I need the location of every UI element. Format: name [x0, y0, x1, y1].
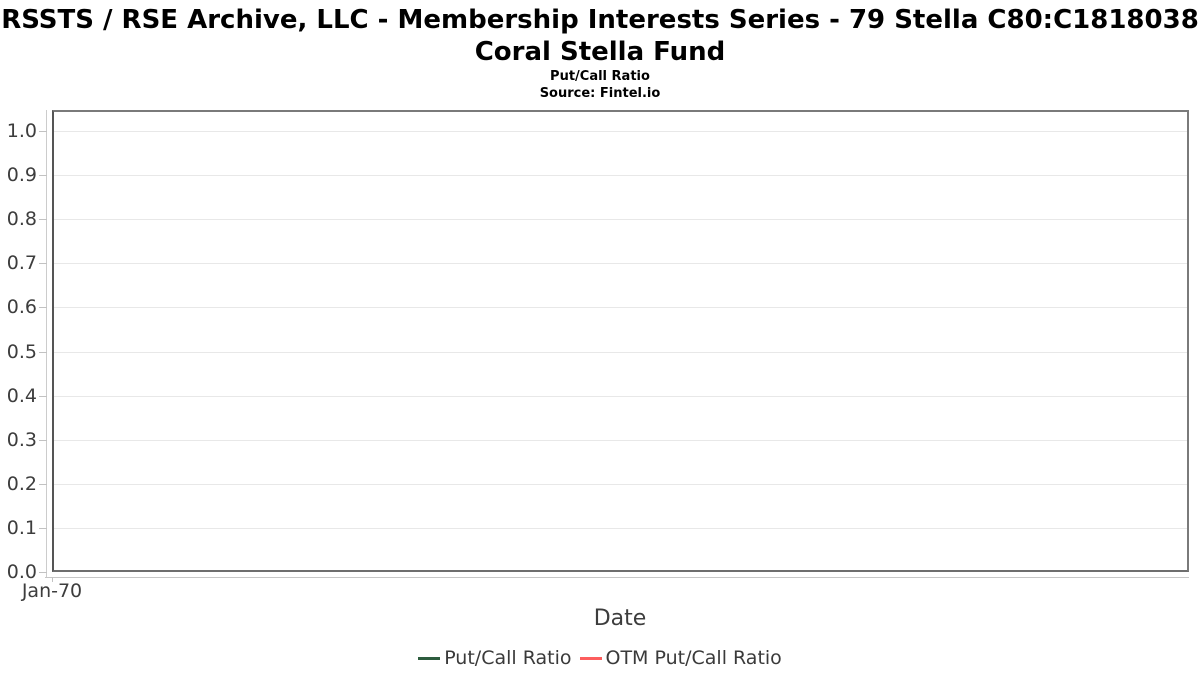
y-tick-mark-0.2	[39, 483, 47, 485]
x-axis-title: Date	[593, 606, 647, 631]
y-tick-label-1.0: 1.0	[6, 120, 37, 142]
y-axis-line	[46, 110, 47, 577]
y-tick-mark-0.0	[39, 572, 47, 573]
y-tick-label-0.9: 0.9	[6, 164, 37, 187]
x-tick-label-Jan-70: Jan-70	[21, 580, 83, 602]
x-tick-mark-Jan-70	[52, 577, 53, 582]
gridline-y-0.4	[54, 395, 1187, 397]
gridline-y-0.2	[54, 483, 1187, 485]
legend-line-marker-put-call-ratio	[418, 656, 441, 660]
chart-title-line1: RSSTS / RSE Archive, LLC - Membership In…	[1, 5, 1199, 35]
y-tick-label-0.1: 0.1	[6, 516, 37, 539]
y-tick-label-0.4: 0.4	[6, 384, 37, 407]
legend-item-put-call-ratio[interactable]: Put/Call Ratio	[418, 647, 572, 669]
y-tick-label-0.5: 0.5	[6, 340, 37, 363]
gridline-y-0.8	[54, 219, 1187, 221]
gridline-y-1.0	[54, 131, 1187, 132]
chart-subtitle: Put/Call Ratio	[550, 69, 650, 84]
plot-area	[52, 110, 1189, 572]
y-tick-mark-0.5	[39, 351, 47, 353]
gridline-y-0.3	[54, 439, 1187, 441]
y-tick-label-0.2: 0.2	[6, 472, 37, 495]
y-tick-label-0.6: 0.6	[6, 296, 37, 319]
gridline-y-0.1	[54, 527, 1187, 529]
legend-line-marker-otm-put-call-ratio	[579, 656, 602, 660]
y-tick-label-0.0: 0.0	[6, 561, 37, 583]
y-tick-label-0.3: 0.3	[6, 428, 37, 451]
legend-label-put-call-ratio: Put/Call Ratio	[444, 647, 572, 669]
y-tick-mark-0.8	[39, 219, 47, 221]
y-tick-mark-0.3	[39, 439, 47, 441]
y-tick-label-0.8: 0.8	[6, 208, 37, 231]
y-tick-mark-1.0	[39, 131, 47, 132]
chart-title-line2: Coral Stella Fund	[474, 37, 726, 67]
y-tick-mark-0.4	[39, 395, 47, 397]
y-tick-mark-0.6	[39, 307, 47, 309]
x-axis-line	[45, 577, 1189, 578]
gridline-y-0.7	[54, 263, 1187, 265]
gridline-y-0.6	[54, 307, 1187, 309]
y-tick-mark-0.1	[39, 527, 47, 529]
y-tick-mark-0.7	[39, 263, 47, 265]
chart-source-label: Source: Fintel.io	[539, 86, 661, 101]
legend: Put/Call Ratio OTM Put/Call Ratio	[0, 644, 1200, 672]
y-tick-mark-0.9	[39, 175, 47, 177]
legend-item-otm-put-call-ratio[interactable]: OTM Put/Call Ratio	[579, 647, 782, 669]
gridline-y-0.9	[54, 175, 1187, 177]
legend-label-otm-put-call-ratio: OTM Put/Call Ratio	[605, 647, 782, 669]
y-tick-label-0.7: 0.7	[6, 252, 37, 275]
gridline-y-0.5	[54, 351, 1187, 353]
